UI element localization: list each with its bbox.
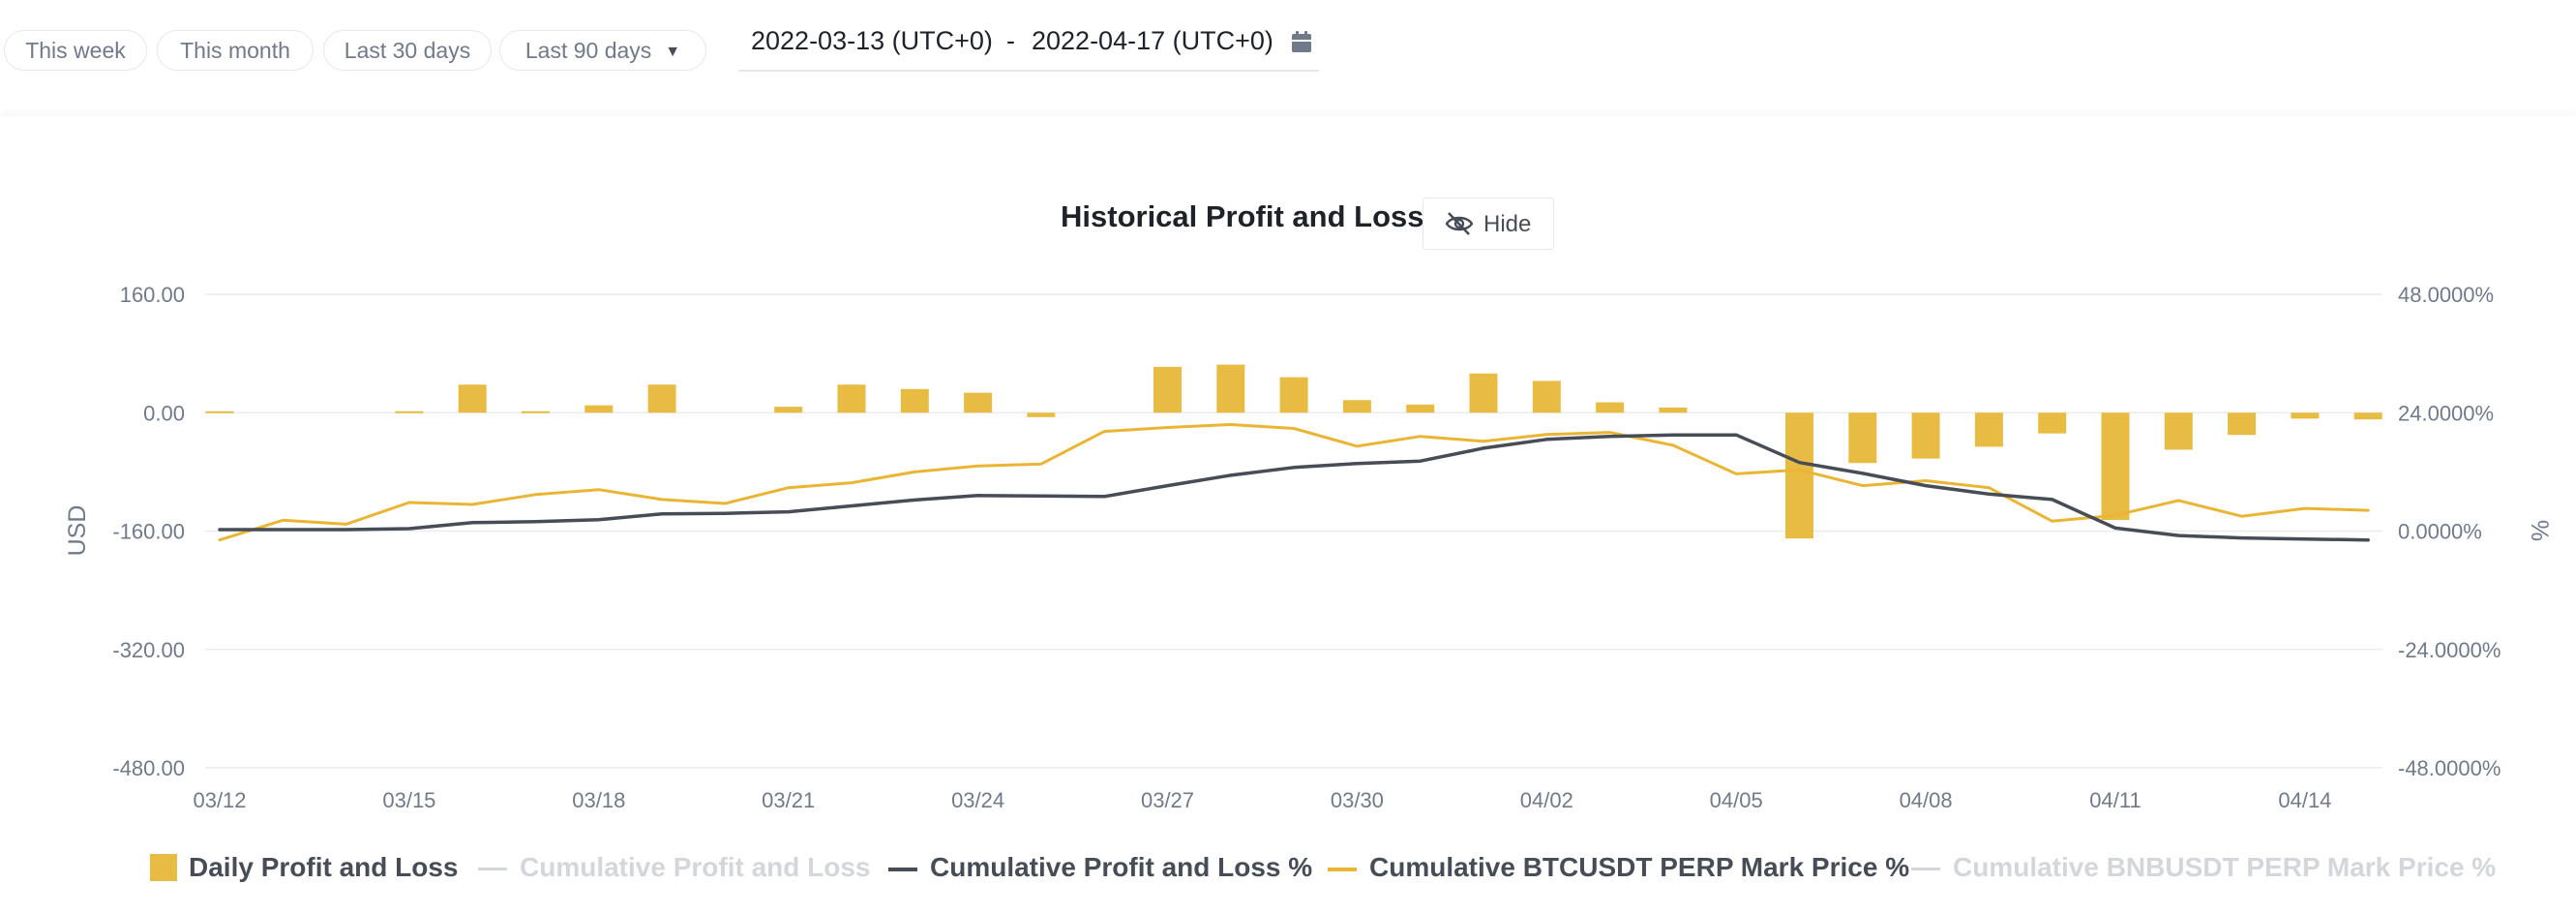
daily-pnl-bar[interactable] [2353,412,2382,420]
y-tick-label: -320.00 [112,638,185,662]
daily-pnl-bar[interactable] [205,411,234,413]
daily-pnl-bar[interactable] [1153,366,1182,413]
legend-line-swatch [888,868,917,871]
date-range-picker[interactable]: 2022-03-13 (UTC+0) - 2022-04-17 (UTC+0) [738,17,1319,72]
y-tick-label: -160.00 [112,520,185,544]
daily-pnl-bar[interactable] [522,411,550,413]
calendar-icon[interactable] [1290,29,1315,56]
x-tick-label: 03/24 [951,788,1004,812]
daily-pnl-bar[interactable] [900,388,929,413]
y2-tick-label: 24.0000% [2398,401,2494,425]
daily-pnl-bar[interactable] [1596,402,1625,413]
this-week-button[interactable]: This week [4,30,147,71]
y-tick-label: 160.00 [120,283,185,307]
daily-pnl-bar[interactable] [2164,412,2193,450]
chevron-down-icon: ▼ [665,44,681,60]
y-tick-label: -480.00 [112,756,185,780]
daily-pnl-bar[interactable] [1659,407,1688,413]
chart-panel [0,116,2576,914]
btcusdt-mark-price-line[interactable] [218,423,2370,542]
daily-pnl-bar[interactable] [1848,412,1877,464]
daily-pnl-bar[interactable] [2101,412,2130,521]
x-tick-label: 04/14 [2278,788,2331,812]
daily-pnl-bar[interactable] [1216,364,1245,413]
y2-tick-label: 0.0000% [2398,520,2482,544]
daily-pnl-bar[interactable] [647,384,676,413]
daily-pnl-bar[interactable] [1785,412,1813,539]
cumulative-pnl-pct-line[interactable] [218,433,2370,542]
legend-bar-swatch [150,854,177,881]
x-tick-label: 04/11 [2089,788,2141,812]
daily-pnl-bar[interactable] [2291,412,2320,419]
daily-pnl-bar[interactable] [2228,412,2257,436]
last-30-days-button[interactable]: Last 30 days [323,30,492,71]
date-separator: - [1006,26,1015,55]
y2-tick-label: -48.0000% [2398,756,2501,780]
y2-tick-label: -24.0000% [2398,638,2501,662]
legend-line-swatch [1328,868,1357,871]
y2-axis-title: % [2526,520,2553,541]
x-tick-label: 03/15 [382,788,435,812]
eye-off-icon [1445,212,1474,235]
legend-label: Cumulative BNBUSDT PERP Mark Price % [1953,852,2497,882]
date-filter-bar: This week This month Last 30 days Last 9… [0,0,2576,107]
x-tick-label: 04/08 [1900,788,1953,812]
legend-label: Cumulative Profit and Loss [520,852,871,882]
daily-pnl-bar[interactable] [1406,404,1435,413]
y2-tick-label: 48.0000% [2398,283,2494,307]
daily-pnl-bar[interactable] [837,384,866,413]
daily-pnl-bar[interactable] [395,411,424,413]
x-tick-label: 04/05 [1710,788,1763,812]
hide-button-label: Hide [1483,211,1532,237]
this-month-button[interactable]: This month [157,30,314,71]
x-tick-label: 04/02 [1520,788,1573,812]
daily-pnl-bar[interactable] [964,392,993,413]
chart-title: Historical Profit and Loss [1061,199,1424,233]
daily-pnl-bar[interactable] [1532,381,1561,413]
y-tick-label: 0.00 [143,401,185,425]
end-date[interactable]: 2022-04-17 (UTC+0) [1032,26,1273,55]
daily-pnl-bar[interactable] [458,384,487,413]
daily-pnl-bar[interactable] [1911,412,1940,459]
daily-pnl-bar[interactable] [1027,412,1056,417]
x-tick-label: 03/27 [1141,788,1194,812]
legend-line-swatch [1911,868,1940,870]
start-date[interactable]: 2022-03-13 (UTC+0) [751,26,993,55]
daily-pnl-bar[interactable] [1279,377,1308,413]
last-90-days-label: Last 90 days [524,38,652,63]
x-tick-label: 03/21 [762,788,815,812]
y-axis-title: USD [64,505,91,557]
daily-pnl-bar[interactable] [2038,412,2067,434]
legend-label: Cumulative BTCUSDT PERP Mark Price % [1369,852,1910,882]
daily-pnl-bar[interactable] [1974,412,2003,447]
legend-label: Cumulative Profit and Loss % [930,852,1313,882]
chart-legend: Daily Profit and Loss Cumulative Profit … [0,852,2576,900]
x-tick-label: 03/18 [572,788,625,812]
daily-pnl-bar[interactable] [1342,400,1371,413]
x-tick-label: 03/12 [193,788,246,812]
x-tick-label: 03/30 [1331,788,1384,812]
daily-pnl-bar[interactable] [584,405,614,413]
legend-line-swatch [478,868,507,870]
daily-pnl-bar[interactable] [1469,373,1498,413]
daily-pnl-bar[interactable] [774,407,803,413]
hide-chart-button[interactable]: Hide [1423,198,1554,250]
last-90-days-dropdown[interactable]: Last 90 days ▼ [499,30,706,71]
legend-label: Daily Profit and Loss [189,852,459,882]
